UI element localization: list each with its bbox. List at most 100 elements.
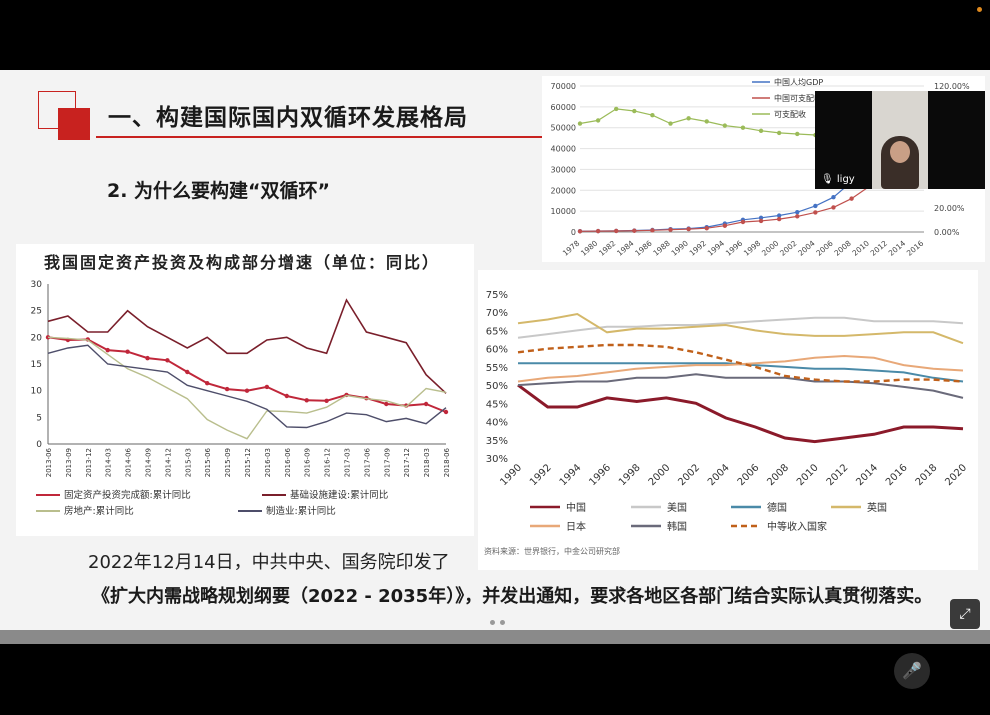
participant-video[interactable]: 🎙 ligy	[815, 91, 985, 189]
x-tick-label: 2008	[832, 238, 853, 257]
legend-label: 英国	[867, 501, 887, 514]
x-tick-label: 2016-09	[304, 448, 312, 477]
data-point	[686, 116, 691, 121]
x-tick-label: 1984	[615, 238, 636, 257]
legend-label: 固定资产投资完成额:累计同比	[64, 489, 191, 501]
y-tick-label: 30	[31, 280, 43, 290]
x-tick-label: 2004	[796, 238, 817, 257]
mute-button[interactable]: 🎤	[894, 653, 930, 689]
y-tick-label: 40%	[486, 418, 508, 429]
participant-name-label: 🎙 ligy	[821, 174, 855, 185]
x-tick-label: 2006	[736, 462, 762, 488]
y-tick-label: 30%	[486, 454, 508, 465]
data-point	[145, 355, 150, 361]
x-tick-label: 1982	[597, 238, 618, 257]
x-tick-label: 2016-12	[324, 448, 332, 477]
y-tick-label: 60%	[486, 345, 508, 356]
data-point	[668, 227, 673, 232]
legend-label: 日本	[566, 520, 586, 533]
x-tick-label: 2017-03	[344, 448, 352, 477]
x-tick-label: 2014-06	[125, 447, 133, 477]
data-point	[595, 228, 601, 234]
y-tick-label: 20000	[551, 186, 576, 195]
x-tick-label: 2013-06	[45, 447, 53, 477]
x-tick-label: 1996	[587, 462, 613, 488]
y-tick-label: 30000	[551, 165, 576, 174]
legend-label: 制造业:累计同比	[266, 505, 336, 517]
series-line-1	[47, 298, 447, 394]
legend-label: 德国	[767, 501, 787, 514]
x-tick-label: 1998	[742, 238, 763, 257]
data-point	[704, 119, 709, 124]
legend-label: 房地产:累计同比	[64, 505, 134, 517]
x-tick-label: 2002	[676, 462, 702, 488]
y-tick-label: 65%	[486, 326, 508, 337]
x-tick-label: 2015-12	[244, 448, 252, 477]
data-point	[384, 401, 389, 407]
data-point	[632, 228, 637, 233]
slide-pager[interactable]	[490, 610, 510, 629]
data-point	[831, 205, 836, 210]
x-tick-label: 1980	[579, 238, 600, 257]
x-tick-label: 1994	[706, 238, 727, 257]
data-point	[284, 393, 289, 399]
y-tick-label: 35%	[486, 436, 508, 447]
x-tick-label: 1992	[528, 462, 554, 488]
participant-name: ligy	[836, 174, 855, 185]
microphone-small-icon: 🎙	[821, 174, 834, 185]
x-tick-label: 2014-03	[105, 448, 113, 477]
x-tick-label: 2002	[778, 238, 799, 257]
series-line-2	[47, 336, 447, 440]
consumption-share-chart: 30% 35% 40% 45% 50% 55% 60% 65% 70% 75% 1990 1992 19…	[478, 270, 978, 570]
x-tick-label: 2018-03	[423, 448, 431, 477]
data-point	[205, 381, 210, 386]
data-point	[185, 369, 190, 375]
legend-label: 美国	[667, 501, 687, 514]
y-tick-label: 15	[31, 360, 42, 370]
data-point	[849, 196, 854, 201]
data-point	[595, 118, 601, 123]
x-tick-label: 1994	[558, 462, 584, 488]
data-point	[776, 213, 782, 218]
data-point	[795, 209, 800, 215]
x-tick-label: 2016	[905, 238, 926, 257]
fullscreen-button[interactable]: ⤢	[950, 599, 980, 629]
data-point	[795, 131, 800, 137]
body-text-date: 2022年12月14日，中共中央、国务院印发了	[88, 552, 450, 573]
data-point	[831, 194, 836, 200]
x-tick-label: 2010	[851, 238, 872, 257]
data-point	[423, 401, 429, 407]
data-point	[758, 215, 764, 221]
x-tick-label: 2013-09	[65, 448, 73, 477]
y-tick-label: 40000	[551, 145, 576, 154]
data-point	[740, 125, 746, 130]
legend-label: 可支配收	[774, 109, 806, 119]
participant-face	[890, 141, 910, 163]
pager-dot[interactable]	[490, 620, 495, 625]
series-line-5	[517, 373, 964, 399]
legend-label: 中等收入国家	[767, 520, 827, 533]
data-point	[324, 398, 329, 403]
x-tick-label: 1996	[724, 238, 745, 257]
y-tick-label: 10	[31, 387, 43, 397]
title-underline	[96, 136, 542, 138]
data-point	[632, 108, 637, 114]
series-line-3	[517, 312, 964, 345]
data-point	[813, 210, 818, 215]
pager-dot[interactable]	[500, 620, 505, 625]
fixed-asset-investment-chart: 我国固定资产投资及构成部分增速（单位：同比） 0 5 10 15 20 25 30 2013-…	[16, 244, 474, 536]
y-tick-label: 45%	[486, 399, 508, 410]
x-tick-label: 1990	[670, 238, 691, 257]
data-point	[264, 384, 270, 390]
legend-label: 中国人均GDP	[774, 77, 823, 87]
legend-label: 中国	[566, 501, 586, 514]
x-tick-label: 1990	[498, 462, 524, 488]
x-tick-label: 2013-12	[85, 448, 93, 477]
data-point	[776, 130, 782, 136]
x-tick-label: 2014-09	[145, 448, 153, 477]
data-point	[776, 216, 782, 222]
data-point	[105, 347, 110, 353]
x-tick-label: 2017-12	[403, 448, 411, 477]
data-point	[795, 214, 800, 219]
x-tick-label: 2020	[943, 462, 969, 488]
